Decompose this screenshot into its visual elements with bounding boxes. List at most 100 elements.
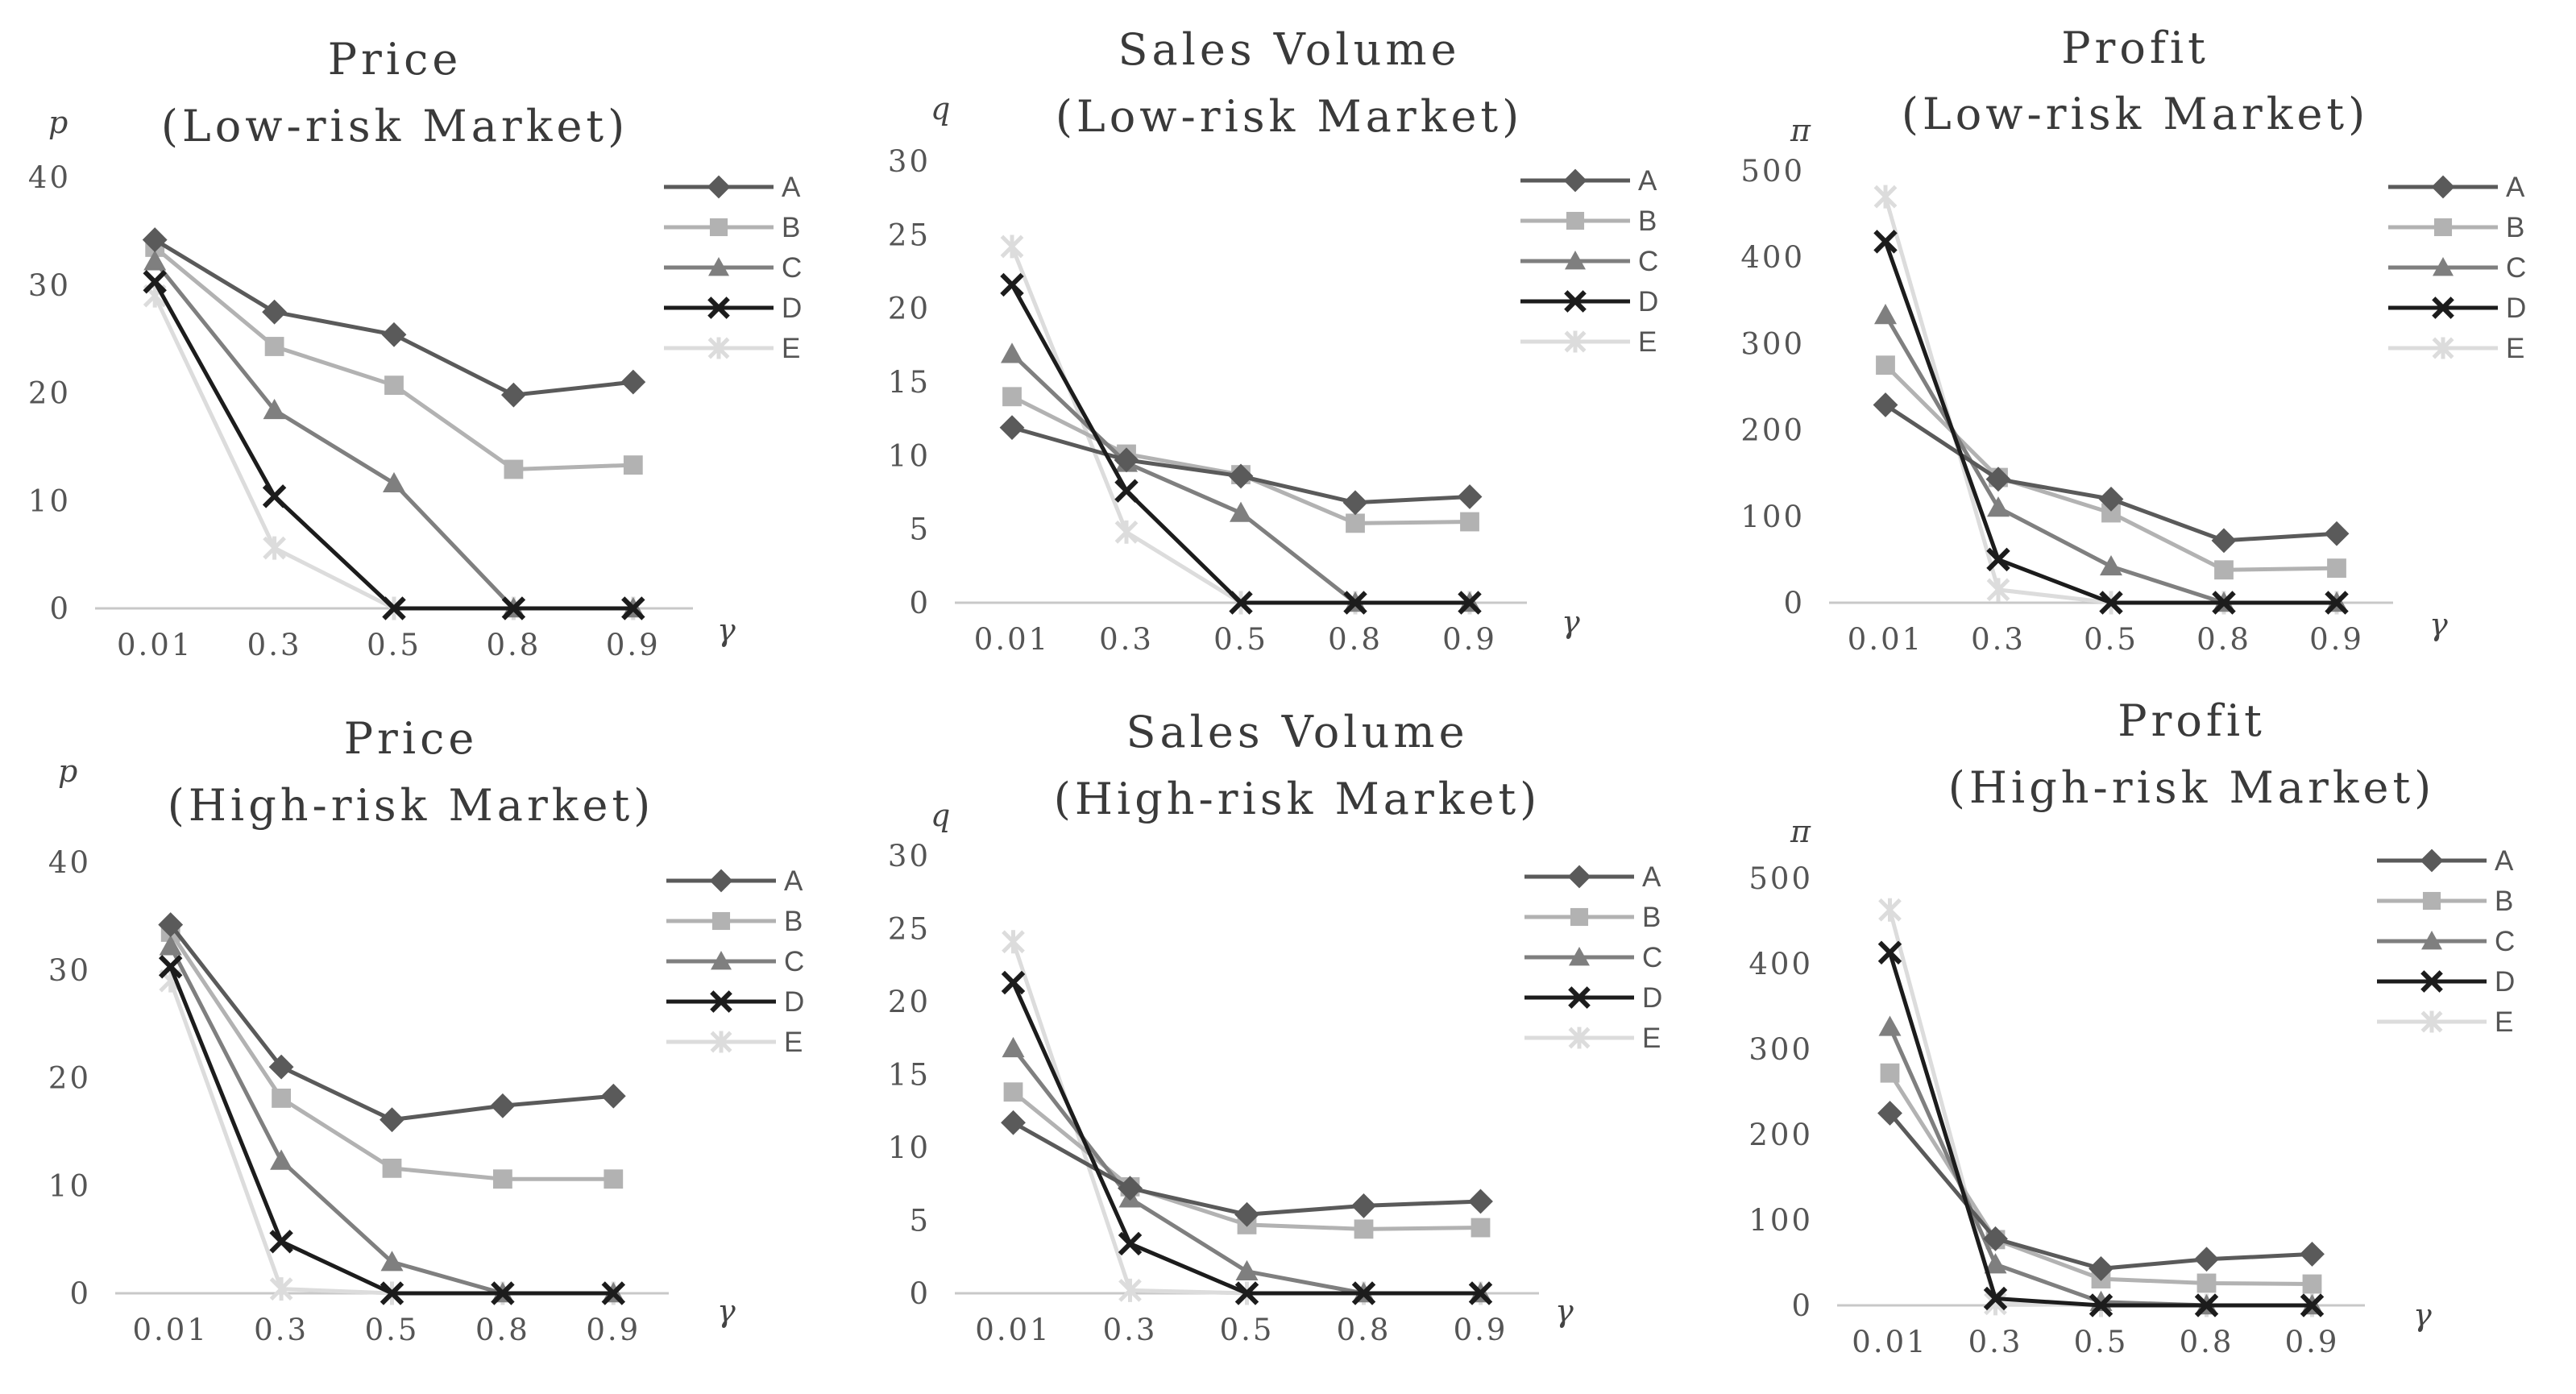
diamond-icon xyxy=(2211,528,2237,554)
legend-item-b: B xyxy=(2377,886,2513,917)
legend-item-e: E xyxy=(666,1027,803,1058)
diamond-icon xyxy=(158,912,184,937)
data-point xyxy=(2194,1293,2219,1317)
triangle-icon xyxy=(159,935,182,956)
data-point xyxy=(490,1093,516,1118)
chart-panel-6: Profit (High-risk Market) π γ 0 100 200 300 400 5… xyxy=(1748,695,2515,1359)
data-point xyxy=(1468,1281,1493,1305)
chart-subtitle: (Low-risk Market) xyxy=(161,101,628,151)
y-tick-label: 400 xyxy=(1740,240,1805,275)
cross-icon xyxy=(143,270,167,294)
data-point xyxy=(1458,591,1482,615)
x-tick-label: 0.5 xyxy=(1220,1313,1275,1347)
legend-item-b: B xyxy=(2388,212,2524,243)
series-line-e xyxy=(1011,940,1481,1296)
asterisk-icon xyxy=(263,536,286,560)
triangle-icon xyxy=(2100,554,2122,576)
data-point xyxy=(1343,591,1367,615)
asterisk-icon xyxy=(1114,520,1139,544)
square-icon xyxy=(504,459,524,479)
x-tick-label: 0.8 xyxy=(2196,622,2251,657)
data-point xyxy=(620,369,646,395)
triangle-icon xyxy=(263,398,286,420)
triangle-icon xyxy=(1565,251,1586,270)
data-point xyxy=(1000,234,1024,259)
series-line-d xyxy=(1010,284,1470,605)
legend-label: D xyxy=(782,292,802,324)
series-line-b xyxy=(168,931,614,1181)
x-tick-label: 0.3 xyxy=(1103,1313,1158,1347)
triangle-icon xyxy=(708,257,729,276)
series-b xyxy=(1876,355,2346,580)
asterisk-icon xyxy=(1986,578,2010,602)
square-icon xyxy=(384,375,404,396)
data-point xyxy=(262,484,287,508)
data-point xyxy=(1118,1231,1143,1256)
cross-icon xyxy=(382,596,406,620)
chart-subtitle: (Low-risk Market) xyxy=(1056,91,1523,142)
y-tick-label: 300 xyxy=(1748,1032,1813,1067)
data-point xyxy=(1234,1201,1259,1227)
diamond-icon xyxy=(268,1054,294,1080)
y-tick-label: 200 xyxy=(1748,1118,1813,1152)
series-d xyxy=(143,270,645,620)
chart-title: Price xyxy=(344,713,479,764)
data-point xyxy=(1983,1226,2008,1251)
data-point xyxy=(1351,1281,1376,1305)
data-point xyxy=(1001,1110,1026,1135)
cross-icon xyxy=(262,484,287,508)
data-point xyxy=(2327,558,2346,579)
square-icon xyxy=(1566,211,1585,230)
legend-item-a: A xyxy=(664,172,801,203)
chart-subtitle: (Low-risk Market) xyxy=(1902,89,2369,139)
y-tick-label: 20 xyxy=(48,1061,91,1096)
triangle-icon xyxy=(383,471,405,493)
data-point xyxy=(262,299,288,325)
y-axis-label: q xyxy=(931,91,950,127)
series-d xyxy=(158,955,626,1305)
y-tick-label: 0 xyxy=(1783,586,1805,620)
diamond-icon xyxy=(2324,521,2350,546)
data-point xyxy=(142,227,168,252)
legend-item-e: E xyxy=(1524,1023,1661,1054)
data-point xyxy=(491,1281,515,1305)
data-point xyxy=(1118,1278,1142,1302)
data-point xyxy=(2325,591,2349,615)
square-icon xyxy=(2214,560,2234,580)
series-line-b xyxy=(1888,1072,2313,1286)
y-tick-label: 15 xyxy=(888,365,931,400)
asterisk-icon xyxy=(1873,185,1898,209)
data-point xyxy=(2300,1241,2325,1267)
triangle-icon xyxy=(1002,1036,1025,1058)
y-tick-label: 10 xyxy=(48,1168,91,1203)
legend-label: A xyxy=(1642,861,1661,893)
data-point xyxy=(384,375,404,396)
series-c xyxy=(1002,1036,1492,1303)
square-icon xyxy=(2433,218,2453,237)
legend-item-e: E xyxy=(664,333,800,364)
diamond-icon xyxy=(999,415,1025,441)
data-point xyxy=(143,250,167,271)
series-d xyxy=(1873,230,2349,615)
data-point xyxy=(381,322,407,347)
legend-label: E xyxy=(782,333,800,364)
legend-label: C xyxy=(2495,926,2515,957)
data-point xyxy=(1354,1219,1374,1239)
data-point xyxy=(1877,1101,1902,1126)
data-point xyxy=(1230,501,1252,522)
cross-icon xyxy=(1468,1281,1493,1305)
data-point xyxy=(2214,560,2234,580)
y-tick-label: 0 xyxy=(1791,1288,1813,1323)
legend-item-b: B xyxy=(664,212,800,243)
chart-panel-3: Profit (Low-risk Market) π γ 0 100 200 300 400 50… xyxy=(1740,23,2526,657)
data-point xyxy=(999,415,1025,441)
diamond-icon xyxy=(1001,1110,1026,1135)
y-tick-label: 0 xyxy=(49,591,71,626)
data-point xyxy=(263,398,286,420)
chart-subtitle: (High-risk Market) xyxy=(1054,774,1541,824)
diamond-icon xyxy=(380,1107,404,1133)
x-tick-label: 0.8 xyxy=(1328,622,1383,657)
diamond-icon xyxy=(490,1093,516,1118)
legend-item-a: A xyxy=(1520,165,1657,197)
x-tick-label: 0.01 xyxy=(975,1313,1051,1347)
